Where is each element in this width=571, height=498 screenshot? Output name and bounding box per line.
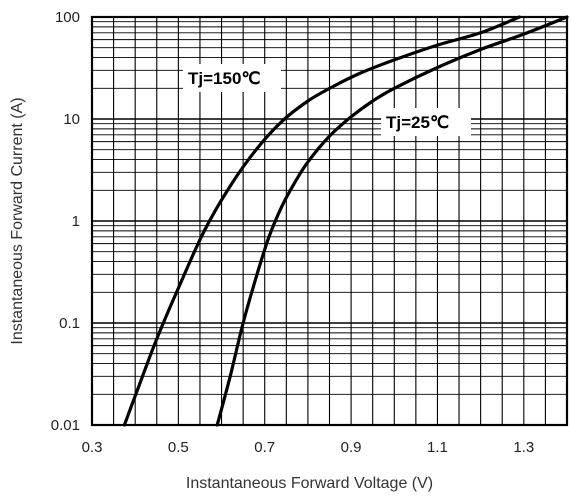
y-axis-label: Instantaneous Forward Current (A)	[9, 97, 26, 344]
x-tick-label: 1.1	[427, 439, 448, 456]
series-label-tj25: Tj=25℃	[386, 113, 449, 132]
series-labels: Tj=150℃ Tj=25℃	[183, 64, 471, 136]
y-tick-label: 0.1	[59, 315, 80, 332]
x-tick-label: 0.9	[341, 439, 362, 456]
y-tick-label: 1	[72, 213, 80, 230]
x-tick-labels: 0.3 0.5 0.7 0.9 1.1 1.3	[82, 439, 535, 456]
series-label-background	[381, 108, 471, 136]
y-tick-labels: 0.01 0.1 1 10 100	[51, 9, 80, 434]
x-tick-label: 1.3	[513, 439, 534, 456]
x-axis-label: Instantaneous Forward Voltage (V)	[186, 475, 433, 492]
x-tick-label: 0.7	[254, 439, 275, 456]
series-tj150-line	[122, 15, 522, 427]
series-tj25-line	[215, 15, 569, 427]
y-tick-label: 0.01	[51, 417, 80, 434]
y-tick-label: 100	[55, 9, 80, 26]
plot-frame	[90, 15, 569, 427]
curves	[122, 15, 569, 427]
series-label-tj150: Tj=150℃	[188, 69, 261, 88]
x-tick-label: 0.3	[82, 439, 103, 456]
x-tick-label: 0.5	[168, 439, 189, 456]
y-tick-label: 10	[63, 111, 80, 128]
series-label-background	[183, 64, 281, 92]
